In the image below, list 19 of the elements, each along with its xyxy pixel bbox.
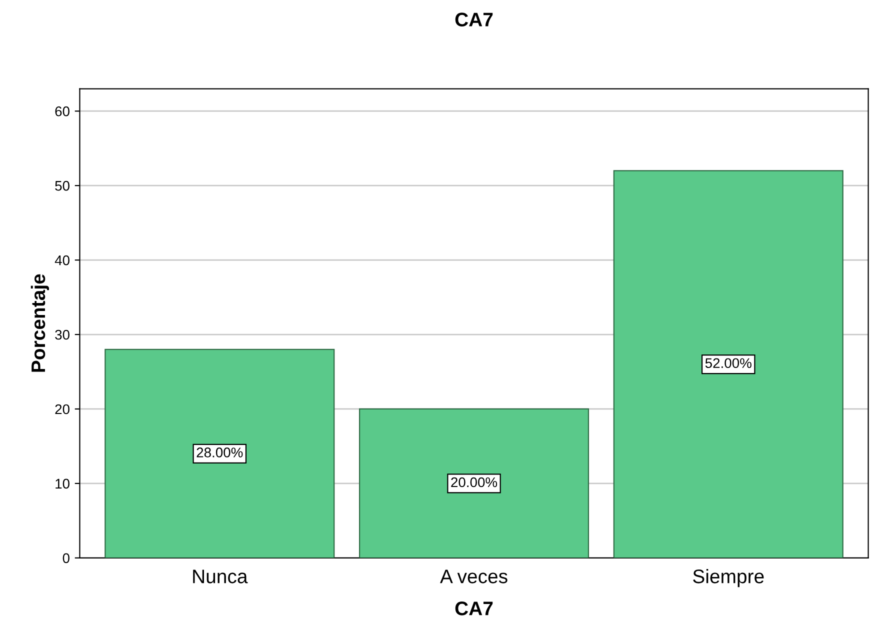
data-label: 20.00% [451, 477, 498, 488]
x-tick-label: Nunca [193, 570, 248, 584]
bar [358, 408, 590, 558]
y-axis-title: Porcentaje [30, 274, 50, 372]
y-tick-label: 0 [62, 553, 70, 564]
y-tick-label: 50 [55, 180, 70, 191]
y-tick-label: 10 [56, 478, 70, 489]
data-label: 28.00% [196, 448, 243, 458]
chart-title: CA7 [455, 12, 493, 26]
bar [104, 348, 335, 558]
y-tick-label: 20 [55, 404, 70, 414]
y-tick-label: 30 [55, 330, 70, 340]
data-label: 52.00% [705, 358, 752, 368]
x-tick-label: A veces [440, 570, 508, 584]
bar [613, 170, 844, 558]
x-axis-title: CA7 [455, 602, 493, 616]
y-tick-label: 60 [55, 106, 70, 116]
x-tick-label: Siempre [693, 569, 764, 588]
y-tick-label: 40 [54, 255, 70, 266]
